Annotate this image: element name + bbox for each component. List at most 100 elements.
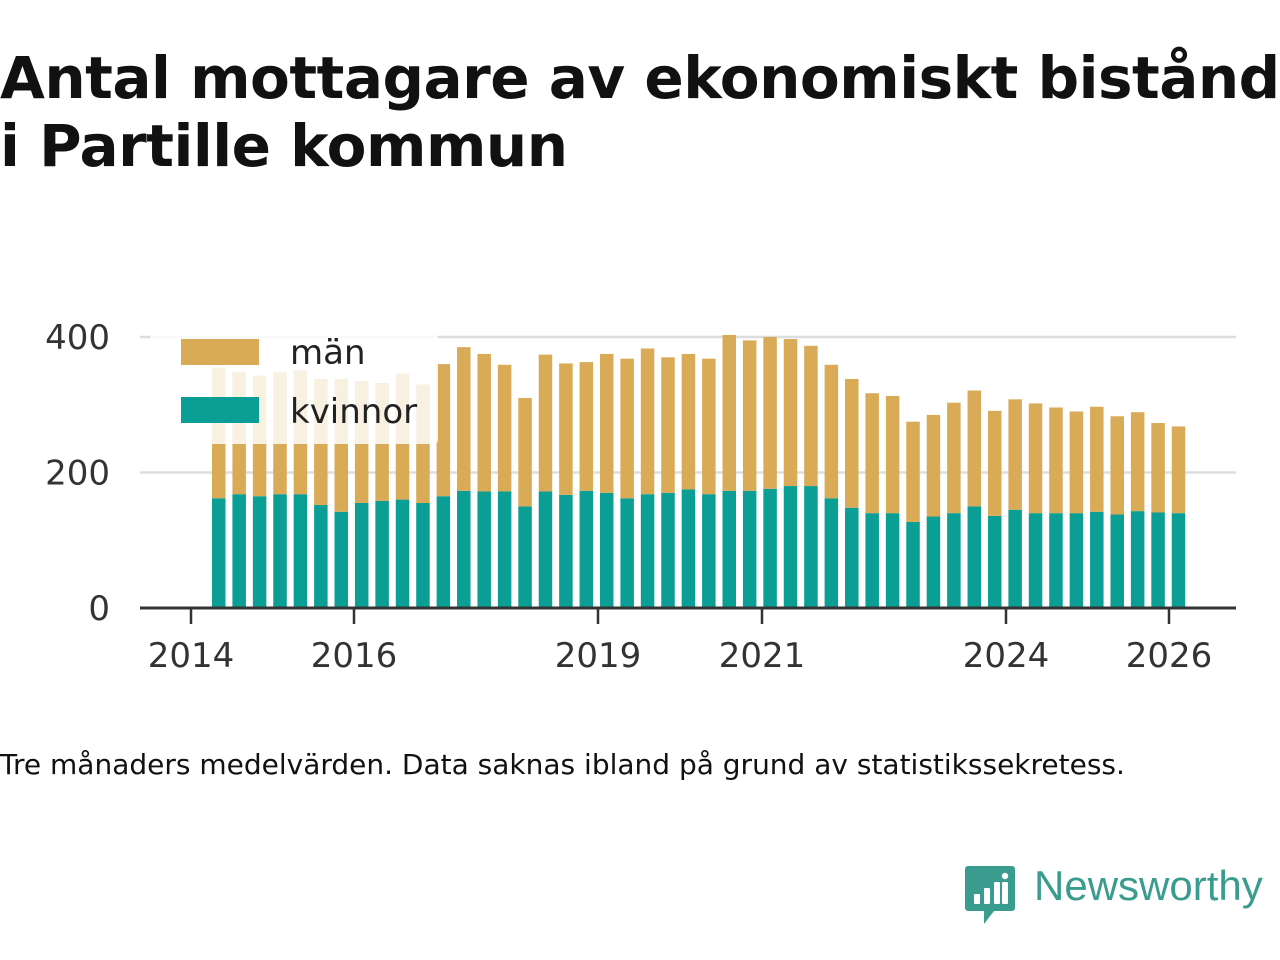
y-axis-tick-labels: 0 200 400 (45, 318, 110, 629)
bar-kvinnor (661, 492, 675, 608)
bar-man (783, 339, 798, 487)
bar-kvinnor (436, 496, 451, 608)
bar-kvinnor (559, 494, 573, 608)
bar-kvinnor (252, 496, 267, 608)
bar-kvinnor (804, 486, 818, 608)
bar-man (1171, 426, 1186, 514)
bar-kvinnor (579, 490, 594, 608)
bar-kvinnor (1090, 511, 1104, 608)
bar-man (436, 364, 451, 497)
bar-man (599, 353, 614, 493)
bar-kvinnor (926, 516, 941, 608)
chart-note: Tre månaders medelvärden. Data saknas ib… (0, 748, 1125, 781)
bar-kvinnor (273, 494, 287, 608)
bar-kvinnor (477, 491, 491, 608)
brand-name: Newsworthy (1034, 862, 1263, 909)
bar-kvinnor (620, 498, 634, 608)
bar-man (518, 397, 532, 507)
bar-man (702, 358, 716, 495)
bar-man (1028, 403, 1043, 514)
newsworthy-logo-icon (965, 866, 1015, 924)
bar-man (1090, 406, 1104, 512)
bar-man (681, 353, 696, 490)
bar-kvinnor (375, 500, 389, 608)
bar-kvinnor (1008, 509, 1022, 608)
bar-man (620, 358, 634, 499)
bar-kvinnor (395, 499, 410, 608)
bar-kvinnor (232, 494, 246, 608)
bar-kvinnor (824, 498, 839, 608)
y-tick-label: 200 (45, 454, 110, 494)
bar-man (722, 334, 736, 491)
bar-man (538, 354, 553, 492)
bar-kvinnor (987, 515, 1002, 608)
bar-man (845, 379, 859, 508)
x-axis-ticks: 2014 2016 2019 2021 2024 2026 (148, 609, 1213, 676)
bar-man (1008, 399, 1022, 510)
bar-kvinnor (640, 494, 655, 608)
bar-man (906, 421, 920, 522)
bar-kvinnor (681, 489, 696, 608)
legend-swatch-man (181, 339, 259, 365)
bar-man (947, 402, 961, 514)
bar-man (477, 353, 491, 492)
legend-label-kvinnor: kvinnor (290, 392, 417, 432)
bar-kvinnor (518, 506, 532, 608)
chart: 0 200 400 2014 2016 2019 2021 2024 2026 män kvi… (45, 318, 1236, 676)
bar-kvinnor (722, 490, 736, 608)
bar-kvinnor (1151, 512, 1165, 608)
bar-kvinnor (457, 490, 471, 608)
legend-swatch-kvinnor (181, 397, 259, 423)
bar-man (559, 363, 573, 495)
bar-man (1049, 407, 1063, 514)
bar-kvinnor (1028, 513, 1043, 608)
bar-kvinnor (416, 502, 430, 608)
bar-man (640, 348, 655, 495)
bar-kvinnor (783, 486, 798, 608)
bar-kvinnor (599, 492, 614, 608)
bar-man (926, 414, 941, 517)
bar-man (1130, 412, 1145, 512)
bar-man (967, 390, 982, 507)
bar-kvinnor (1130, 511, 1145, 608)
bar-man (661, 357, 675, 493)
legend-label-man: män (290, 333, 366, 373)
bar-kvinnor (334, 511, 349, 608)
x-tick-label: 2024 (963, 636, 1050, 676)
bar-kvinnor (967, 506, 982, 608)
x-tick-label: 2014 (148, 636, 235, 676)
bar-kvinnor (293, 494, 308, 608)
bar-kvinnor (906, 521, 920, 608)
legend: män kvinnor (150, 333, 438, 444)
bar-kvinnor (1171, 513, 1186, 608)
x-tick-label: 2019 (555, 636, 642, 676)
chart-title: Antal mottagare av ekonomiskt bistånd i … (0, 44, 1280, 180)
bar-kvinnor (845, 507, 859, 608)
bars (212, 334, 1186, 608)
bar-kvinnor (538, 491, 553, 608)
bar-kvinnor (354, 502, 369, 608)
bar-kvinnor (742, 490, 757, 608)
bar-kvinnor (947, 513, 961, 608)
bar-man (1151, 423, 1165, 513)
bar-kvinnor (1049, 513, 1063, 608)
bar-man (742, 340, 757, 491)
y-tick-label: 0 (88, 589, 110, 629)
bar-kvinnor (1110, 514, 1124, 608)
bar-man (1069, 411, 1084, 514)
bar-man (457, 347, 471, 491)
x-tick-label: 2016 (311, 636, 398, 676)
bar-kvinnor (212, 498, 226, 608)
bar-kvinnor (763, 488, 777, 608)
bar-kvinnor (885, 513, 900, 608)
bar-kvinnor (865, 513, 879, 608)
bar-kvinnor (314, 505, 328, 608)
bar-man (824, 364, 839, 499)
x-tick-label: 2021 (719, 636, 806, 676)
x-tick-label: 2026 (1126, 636, 1213, 676)
bar-man (885, 395, 900, 514)
bar-kvinnor (1069, 513, 1084, 608)
bar-man (865, 393, 879, 514)
bar-kvinnor (702, 494, 716, 608)
bar-man (987, 410, 1002, 516)
